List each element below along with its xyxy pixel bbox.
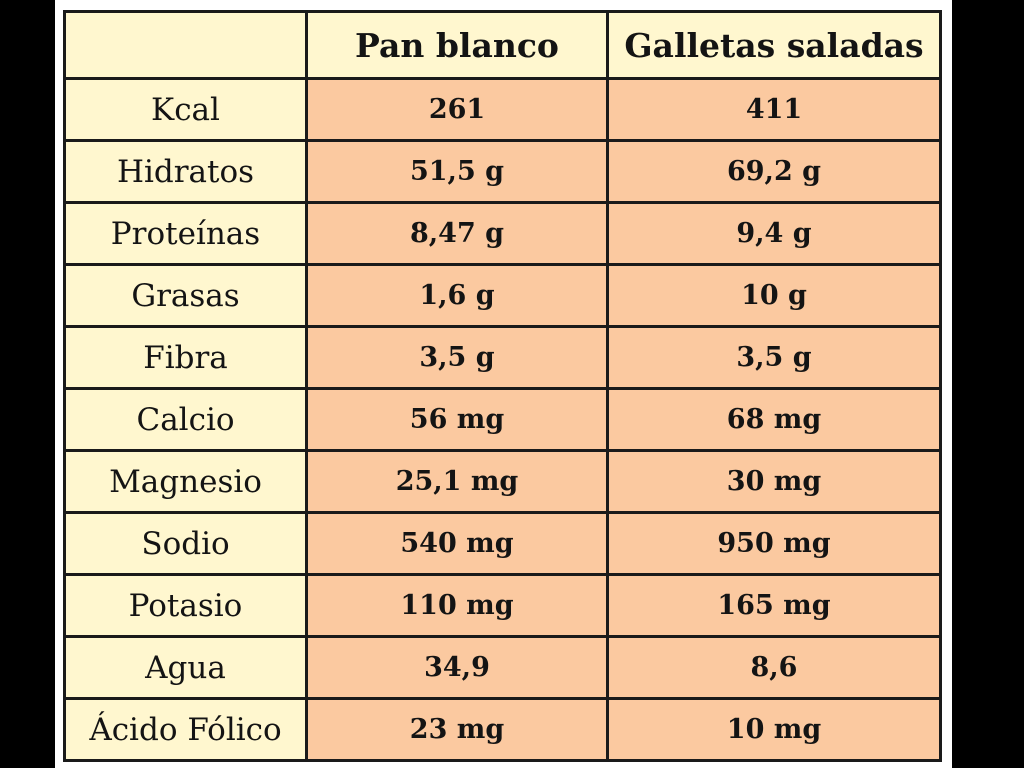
table-row: Magnesio 25,1 mg 30 mg — [63, 449, 942, 514]
pan-blanco-value: 23 mg — [305, 697, 609, 762]
row-label: Grasas — [63, 263, 308, 328]
pan-blanco-value: 110 mg — [305, 573, 609, 638]
galletas-saladas-value: 3,5 g — [606, 325, 942, 390]
table-row: Hidratos 51,5 g 69,2 g — [63, 139, 942, 204]
table-row: Potasio 110 mg 165 mg — [63, 573, 942, 638]
pan-blanco-value: 51,5 g — [305, 139, 609, 204]
header-corner-cell — [63, 10, 308, 80]
pan-blanco-value: 56 mg — [305, 387, 609, 452]
galletas-saladas-value: 950 mg — [606, 511, 942, 576]
row-label: Fibra — [63, 325, 308, 390]
row-label: Hidratos — [63, 139, 308, 204]
galletas-saladas-value: 30 mg — [606, 449, 942, 514]
table-row: Ácido Fólico 23 mg 10 mg — [63, 697, 942, 762]
table-row: Grasas 1,6 g 10 g — [63, 263, 942, 328]
galletas-saladas-value: 165 mg — [606, 573, 942, 638]
pan-blanco-value: 540 mg — [305, 511, 609, 576]
table-row: Calcio 56 mg 68 mg — [63, 387, 942, 452]
table-row: Kcal 261 411 — [63, 77, 942, 142]
galletas-saladas-value: 411 — [606, 77, 942, 142]
pan-blanco-value: 8,47 g — [305, 201, 609, 266]
row-label: Sodio — [63, 511, 308, 576]
header-galletas-saladas: Galletas saladas — [606, 10, 942, 80]
table-row: Proteínas 8,47 g 9,4 g — [63, 201, 942, 266]
table-row: Sodio 540 mg 950 mg — [63, 511, 942, 576]
pan-blanco-value: 3,5 g — [305, 325, 609, 390]
galletas-saladas-value: 8,6 — [606, 635, 942, 700]
table-row: Agua 34,9 8,6 — [63, 635, 942, 700]
galletas-saladas-value: 10 mg — [606, 697, 942, 762]
pan-blanco-value: 1,6 g — [305, 263, 609, 328]
row-label: Kcal — [63, 77, 308, 142]
header-row: Pan blanco Galletas saladas — [63, 10, 942, 80]
galletas-saladas-value: 10 g — [606, 263, 942, 328]
header-pan-blanco: Pan blanco — [305, 10, 609, 80]
galletas-saladas-value: 69,2 g — [606, 139, 942, 204]
pan-blanco-value: 34,9 — [305, 635, 609, 700]
row-label: Agua — [63, 635, 308, 700]
row-label: Proteínas — [63, 201, 308, 266]
row-label: Potasio — [63, 573, 308, 638]
pan-blanco-value: 261 — [305, 77, 609, 142]
row-label: Ácido Fólico — [63, 697, 308, 762]
galletas-saladas-value: 9,4 g — [606, 201, 942, 266]
row-label: Magnesio — [63, 449, 308, 514]
row-label: Calcio — [63, 387, 308, 452]
table-row: Fibra 3,5 g 3,5 g — [63, 325, 942, 390]
table-body: Kcal 261 411 Hidratos 51,5 g 69,2 g Proteínas 8… — [63, 77, 942, 762]
nutrition-comparison-table: Pan blanco Galletas saladas Kcal 261 411 Hi… — [63, 10, 942, 762]
pan-blanco-value: 25,1 mg — [305, 449, 609, 514]
galletas-saladas-value: 68 mg — [606, 387, 942, 452]
